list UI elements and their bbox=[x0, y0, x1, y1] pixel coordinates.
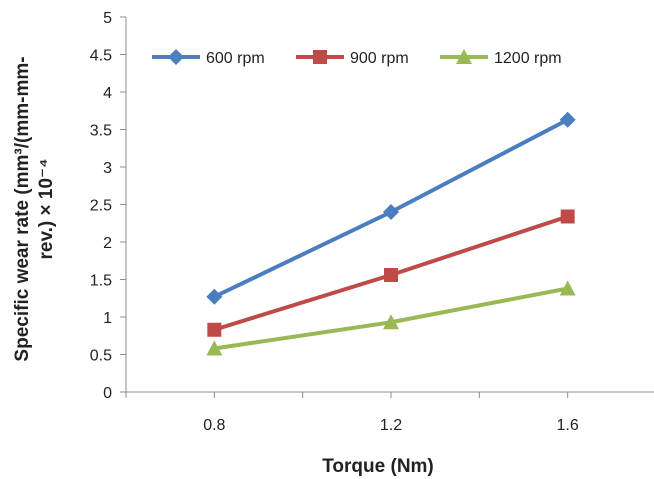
y-ticks: 0 0.5 1 1.5 2 2.5 3 3.5 4 4.5 5 bbox=[90, 10, 126, 402]
data-point bbox=[384, 268, 398, 282]
x-axis-title: Torque (Nm) bbox=[322, 456, 434, 477]
y-tick-label: 1.5 bbox=[90, 273, 112, 290]
x-tick-label: 0.8 bbox=[203, 417, 225, 434]
y-axis-title-line1: Specific wear rate (mm³/(mm-mm- bbox=[12, 56, 33, 361]
y-tick-label: 4 bbox=[103, 85, 112, 102]
y-tick-label: 3 bbox=[103, 160, 112, 177]
legend-label: 900 rpm bbox=[350, 50, 409, 67]
y-tick-label: 4.5 bbox=[90, 48, 112, 65]
legend-item: 1200 rpm bbox=[440, 49, 562, 67]
x-tick-label: 1.6 bbox=[557, 417, 579, 434]
y-axis-title-line2: rev.) × 10⁻⁴ bbox=[36, 159, 57, 260]
y-axis-title: Specific wear rate (mm³/(mm-mm- rev.) × … bbox=[12, 56, 57, 361]
legend: 600 rpm 900 rpm 1200 rpm bbox=[152, 49, 562, 67]
data-point bbox=[207, 322, 222, 337]
legend-label: 1200 rpm bbox=[494, 50, 562, 67]
y-tick-label: 2 bbox=[103, 235, 112, 252]
legend-marker bbox=[313, 50, 327, 64]
y-tick-label: 0.5 bbox=[90, 348, 112, 365]
y-tick-label: 5 bbox=[103, 10, 112, 27]
legend-item: 900 rpm bbox=[296, 50, 409, 67]
series-1 bbox=[207, 209, 575, 337]
series-2 bbox=[206, 280, 576, 356]
legend-marker bbox=[168, 49, 184, 65]
data-point bbox=[559, 280, 576, 296]
legend-label: 600 rpm bbox=[206, 50, 265, 67]
data-point bbox=[560, 209, 575, 224]
y-tick-label: 0 bbox=[103, 385, 112, 402]
data-point bbox=[206, 340, 223, 356]
plot-area: 0 0.5 1 1.5 2 2.5 3 3.5 4 4.5 5 0.8 1.2 1.6 bbox=[90, 10, 654, 434]
data-point bbox=[559, 111, 576, 128]
y-tick-label: 1 bbox=[103, 310, 112, 327]
y-tick-label: 2.5 bbox=[90, 198, 112, 215]
x-tick-label: 1.2 bbox=[380, 417, 402, 434]
x-ticks: 0.8 1.2 1.6 bbox=[125, 392, 579, 434]
data-point bbox=[383, 204, 399, 220]
series-layer bbox=[206, 111, 576, 356]
y-tick-label: 3.5 bbox=[90, 123, 112, 140]
data-point bbox=[206, 288, 223, 305]
legend-item: 600 rpm bbox=[152, 49, 265, 67]
legend-marker bbox=[456, 49, 472, 64]
series-0 bbox=[206, 111, 576, 305]
data-point bbox=[383, 314, 399, 330]
